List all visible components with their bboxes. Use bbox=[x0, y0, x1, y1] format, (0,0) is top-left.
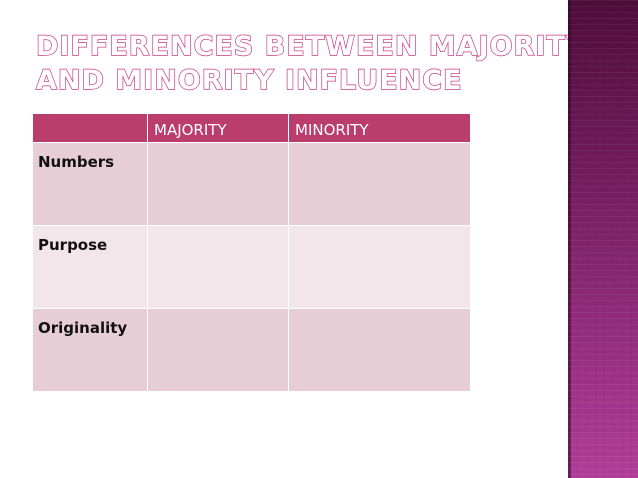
header-cell-minority: MINORITY bbox=[288, 113, 471, 143]
cell-purpose-minority bbox=[288, 225, 471, 309]
slide-title: DIFFERENCES BETWEEN MAJORITY AND MINORIT… bbox=[35, 30, 587, 98]
cell-originality-minority bbox=[288, 308, 471, 392]
cell-numbers-majority bbox=[147, 142, 289, 226]
cell-purpose-majority bbox=[147, 225, 289, 309]
cell-numbers-minority bbox=[288, 142, 471, 226]
side-band-texture bbox=[568, 0, 638, 478]
row-label-originality: Originality bbox=[32, 308, 148, 392]
row-label-numbers: Numbers bbox=[32, 142, 148, 226]
table-header-row: MAJORITY MINORITY bbox=[32, 113, 471, 143]
cell-originality-majority bbox=[147, 308, 289, 392]
header-cell-majority: MAJORITY bbox=[147, 113, 289, 143]
decorative-side-band bbox=[568, 0, 638, 478]
slide-title-line-2: AND MINORITY INFLUENCE bbox=[35, 64, 463, 96]
table-row-numbers: Numbers bbox=[32, 142, 471, 226]
row-label-purpose: Purpose bbox=[32, 225, 148, 309]
table-row-purpose: Purpose bbox=[32, 225, 471, 309]
side-band-edge bbox=[568, 0, 571, 478]
slide-title-line-1: DIFFERENCES BETWEEN MAJORITY bbox=[35, 30, 587, 62]
table-row-originality: Originality bbox=[32, 308, 471, 392]
comparison-table: MAJORITY MINORITY Numbers Purpose Origin… bbox=[32, 113, 471, 392]
header-cell-empty bbox=[32, 113, 148, 143]
